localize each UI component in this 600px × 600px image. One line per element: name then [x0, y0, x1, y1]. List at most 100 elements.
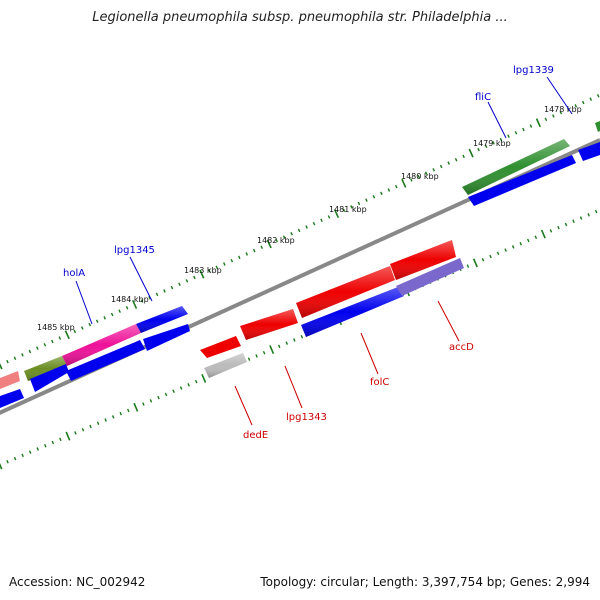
scale-label-1479: 1479 kbp	[473, 139, 511, 148]
minor-tick	[230, 258, 234, 263]
gene-lpg1345[interactable]	[136, 306, 188, 333]
minor-tick	[277, 344, 281, 349]
major-tick	[132, 299, 138, 309]
minor-tick	[149, 399, 153, 403]
genome-stats-text: Topology: circular; Length: 3,397,754 bp…	[260, 575, 590, 589]
gene-salmon-left[interactable]	[0, 371, 20, 389]
label-lpg1339: lpg1339	[513, 65, 554, 76]
lower-scale-ticks	[0, 209, 598, 470]
minor-tick	[28, 349, 32, 354]
minor-tick	[170, 285, 174, 290]
gene-red-small[interactable]	[200, 336, 241, 358]
minor-tick	[36, 346, 39, 350]
label-dedE: dedE	[243, 430, 268, 441]
label-holA: holA	[63, 268, 85, 279]
minor-tick	[534, 235, 538, 240]
minor-tick	[559, 110, 563, 115]
major-tick	[468, 148, 474, 158]
minor-tick	[594, 209, 598, 214]
minor-tick	[44, 444, 47, 448]
minor-tick	[522, 127, 525, 132]
scale-label-1484: 1484 kbp	[111, 295, 149, 304]
minor-tick	[245, 252, 249, 256]
minor-tick	[519, 241, 522, 246]
forward-leaders	[75, 76, 573, 325]
minor-tick	[260, 245, 264, 249]
gene-dedE[interactable]	[204, 353, 247, 378]
major-tick	[133, 402, 139, 412]
minor-tick	[417, 174, 421, 179]
minor-tick	[496, 251, 500, 256]
minor-tick	[529, 124, 533, 128]
gene-lpg1343[interactable]	[240, 309, 298, 340]
minor-tick	[409, 178, 413, 182]
major-tick	[199, 269, 205, 279]
label-folC: folC	[370, 377, 389, 388]
gene-accD[interactable]	[390, 240, 456, 280]
scale-label-1485: 1485 kbp	[37, 323, 75, 332]
label-lpg1343: lpg1343	[286, 412, 327, 423]
minor-tick	[155, 292, 159, 297]
minor-tick	[357, 201, 361, 206]
minor-tick	[172, 389, 175, 393]
gene-holA[interactable]	[62, 324, 141, 366]
minor-tick	[507, 134, 510, 138]
minor-tick	[88, 322, 92, 327]
minor-tick	[74, 431, 77, 435]
minor-tick	[179, 386, 183, 390]
minor-tick	[148, 295, 151, 300]
minor-tick	[372, 195, 376, 199]
major-tick	[540, 229, 546, 239]
minor-tick	[193, 275, 196, 280]
minor-tick	[365, 198, 368, 202]
minor-tick	[305, 225, 308, 229]
reverse-leaders	[234, 300, 460, 426]
minor-tick	[526, 238, 530, 243]
gene-folC[interactable]	[296, 266, 395, 318]
label-lpg1345: lpg1345	[114, 245, 155, 256]
minor-tick	[300, 334, 304, 339]
map-title: Legionella pneumophila subsp. pneumophil…	[92, 10, 508, 25]
scale-label-1482: 1482 kbp	[257, 236, 295, 245]
gene-lpg1339[interactable]	[595, 121, 600, 132]
gene-holA-prefix[interactable]	[24, 356, 67, 381]
minor-tick	[312, 221, 316, 226]
scale-label-1481: 1481 kbp	[329, 205, 367, 214]
minor-tick	[275, 238, 278, 243]
minor-tick	[127, 408, 130, 413]
minor-tick	[58, 336, 62, 340]
minor-tick	[237, 255, 241, 260]
minor-tick	[544, 117, 548, 122]
minor-tick	[350, 205, 353, 209]
minor-tick	[13, 456, 17, 461]
major-tick	[266, 239, 272, 249]
minor-tick	[342, 208, 346, 212]
minor-tick	[424, 171, 428, 175]
minor-tick	[111, 415, 115, 419]
minor-tick	[581, 100, 585, 105]
major-tick	[333, 209, 340, 219]
minor-tick	[395, 184, 398, 189]
major-tick	[65, 431, 71, 441]
scale-label-1483: 1483 kbp	[184, 266, 222, 275]
minor-tick	[290, 232, 293, 236]
minor-tick	[574, 104, 578, 108]
minor-tick	[95, 319, 99, 324]
minor-tick	[164, 392, 168, 397]
minor-tick	[447, 161, 450, 165]
major-tick	[535, 118, 541, 128]
minor-tick	[187, 383, 190, 387]
minor-tick	[484, 144, 488, 149]
minor-tick	[125, 306, 129, 310]
minor-tick	[489, 254, 492, 259]
minor-tick	[103, 316, 106, 320]
minor-tick	[81, 427, 85, 432]
minor-tick	[142, 402, 145, 406]
gene-flic[interactable]	[462, 139, 570, 195]
minor-tick	[481, 257, 485, 262]
minor-tick	[572, 219, 575, 223]
minor-tick	[59, 437, 62, 442]
minor-tick	[454, 157, 458, 162]
label-flic: fliC	[475, 92, 491, 103]
